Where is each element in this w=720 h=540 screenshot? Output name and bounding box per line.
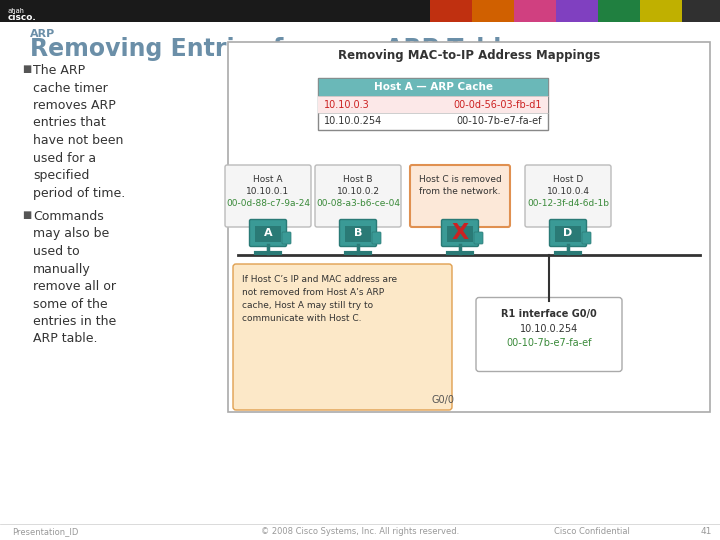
Text: Host A: Host A bbox=[253, 175, 283, 184]
Text: G0/0: G0/0 bbox=[431, 395, 454, 405]
FancyBboxPatch shape bbox=[225, 165, 311, 227]
FancyBboxPatch shape bbox=[250, 219, 287, 246]
Text: from the network.: from the network. bbox=[419, 187, 500, 196]
FancyBboxPatch shape bbox=[228, 42, 710, 412]
Text: If Host C’s IP and MAC address are: If Host C’s IP and MAC address are bbox=[242, 275, 397, 284]
Text: Host C is removed: Host C is removed bbox=[418, 175, 501, 184]
Text: 00-0d-88-c7-9a-24: 00-0d-88-c7-9a-24 bbox=[226, 199, 310, 208]
FancyBboxPatch shape bbox=[447, 226, 473, 242]
FancyBboxPatch shape bbox=[315, 165, 401, 227]
FancyBboxPatch shape bbox=[372, 232, 381, 244]
Text: Commands
may also be
used to
manually
remove all or
some of the
entries in the
A: Commands may also be used to manually re… bbox=[33, 210, 116, 346]
FancyBboxPatch shape bbox=[476, 298, 622, 372]
Text: A: A bbox=[264, 228, 272, 238]
Text: communicate with Host C.: communicate with Host C. bbox=[242, 314, 361, 323]
Text: Host A — ARP Cache: Host A — ARP Cache bbox=[374, 82, 492, 92]
Text: 00-0d-56-03-fb-d1: 00-0d-56-03-fb-d1 bbox=[454, 99, 542, 110]
Text: not removed from Host A’s ARP: not removed from Host A’s ARP bbox=[242, 288, 384, 297]
FancyBboxPatch shape bbox=[0, 0, 720, 22]
Text: Removing MAC-to-IP Address Mappings: Removing MAC-to-IP Address Mappings bbox=[338, 49, 600, 62]
Text: 10.10.0.1: 10.10.0.1 bbox=[246, 187, 289, 196]
Text: The ARP
cache timer
removes ARP
entries that
have not been
used for a
specified
: The ARP cache timer removes ARP entries … bbox=[33, 64, 125, 199]
Text: Presentation_ID: Presentation_ID bbox=[12, 528, 78, 537]
FancyBboxPatch shape bbox=[555, 226, 581, 242]
FancyBboxPatch shape bbox=[514, 0, 556, 22]
Text: Host D: Host D bbox=[553, 175, 583, 184]
Text: Cisco Confidential: Cisco Confidential bbox=[554, 528, 630, 537]
Text: 00-08-a3-b6-ce-04: 00-08-a3-b6-ce-04 bbox=[316, 199, 400, 208]
Text: 10.10.0.254: 10.10.0.254 bbox=[520, 325, 578, 334]
FancyBboxPatch shape bbox=[318, 96, 548, 113]
Text: 00-10-7b-e7-fa-ef: 00-10-7b-e7-fa-ef bbox=[506, 339, 592, 348]
Text: cisco.: cisco. bbox=[8, 14, 37, 23]
FancyBboxPatch shape bbox=[582, 232, 591, 244]
Text: © 2008 Cisco Systems, Inc. All rights reserved.: © 2008 Cisco Systems, Inc. All rights re… bbox=[261, 528, 459, 537]
FancyBboxPatch shape bbox=[549, 219, 587, 246]
FancyBboxPatch shape bbox=[556, 0, 598, 22]
Text: 10.10.0.2: 10.10.0.2 bbox=[336, 187, 379, 196]
Text: Host B: Host B bbox=[343, 175, 373, 184]
FancyBboxPatch shape bbox=[472, 0, 514, 22]
FancyBboxPatch shape bbox=[474, 232, 483, 244]
Text: D: D bbox=[563, 228, 572, 238]
FancyBboxPatch shape bbox=[318, 78, 548, 96]
Text: ARP: ARP bbox=[30, 29, 55, 39]
FancyBboxPatch shape bbox=[430, 0, 472, 22]
FancyBboxPatch shape bbox=[640, 0, 682, 22]
FancyBboxPatch shape bbox=[525, 165, 611, 227]
FancyBboxPatch shape bbox=[598, 0, 640, 22]
Text: Removing Entries from an ARP Table: Removing Entries from an ARP Table bbox=[30, 37, 518, 61]
Text: ahah: ahah bbox=[8, 8, 25, 14]
FancyBboxPatch shape bbox=[318, 78, 548, 130]
Text: R1 interface G0/0: R1 interface G0/0 bbox=[501, 308, 597, 319]
Text: 10.10.0.3: 10.10.0.3 bbox=[324, 99, 370, 110]
Text: cache, Host A may still try to: cache, Host A may still try to bbox=[242, 301, 373, 310]
FancyBboxPatch shape bbox=[345, 226, 371, 242]
FancyBboxPatch shape bbox=[340, 219, 377, 246]
FancyBboxPatch shape bbox=[255, 226, 281, 242]
FancyBboxPatch shape bbox=[282, 232, 291, 244]
Text: 10.10.0.254: 10.10.0.254 bbox=[324, 117, 382, 126]
FancyBboxPatch shape bbox=[410, 165, 510, 227]
Text: X: X bbox=[451, 223, 469, 243]
FancyBboxPatch shape bbox=[233, 264, 452, 410]
Text: 10.10.0.4: 10.10.0.4 bbox=[546, 187, 590, 196]
Text: 00-12-3f-d4-6d-1b: 00-12-3f-d4-6d-1b bbox=[527, 199, 609, 208]
Text: 00-10-7b-e7-fa-ef: 00-10-7b-e7-fa-ef bbox=[456, 117, 542, 126]
FancyBboxPatch shape bbox=[441, 219, 479, 246]
Text: B: B bbox=[354, 228, 362, 238]
FancyBboxPatch shape bbox=[682, 0, 720, 22]
Text: ■: ■ bbox=[22, 210, 31, 220]
Text: ■: ■ bbox=[22, 64, 31, 74]
Text: 41: 41 bbox=[701, 528, 712, 537]
